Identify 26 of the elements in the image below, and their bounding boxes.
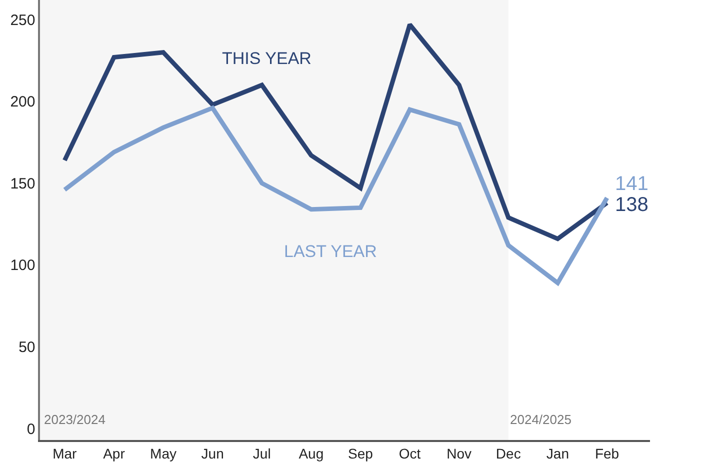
text: LAST YEAR	[284, 242, 377, 261]
x-tick-label: Sep	[348, 446, 374, 462]
y-tick-label: 100	[10, 257, 36, 274]
x-tick-label: May	[150, 446, 176, 462]
band-label: 2023/2024	[44, 412, 106, 427]
y-tick-label: 50	[18, 339, 36, 356]
x-tick-label: Dec	[496, 446, 521, 462]
x-tick-label: Nov	[446, 446, 472, 462]
x-tick-label: Apr	[103, 446, 126, 462]
series-label: THIS YEAR	[222, 49, 312, 68]
x-tick-label: Mar	[52, 446, 78, 462]
y-tick-label: 250	[10, 12, 36, 29]
y-tick-label: 150	[10, 175, 36, 192]
data-label: 141	[615, 173, 648, 195]
x-tick-label: Jul	[252, 446, 271, 462]
x-tick-label: Oct	[398, 446, 421, 462]
data-label: 138	[615, 194, 648, 216]
annotation: 2024/2025	[510, 412, 572, 427]
y-tick-label: 0	[26, 420, 36, 438]
x-tick-label: Feb	[594, 446, 620, 462]
y-tick-label: 200	[10, 94, 36, 111]
x-tick-label: Jan	[546, 446, 569, 462]
line-series	[62, 22, 610, 242]
x-tick-label: Aug	[298, 446, 324, 462]
x-tick-label: Jun	[201, 446, 224, 462]
line-series	[62, 106, 610, 286]
